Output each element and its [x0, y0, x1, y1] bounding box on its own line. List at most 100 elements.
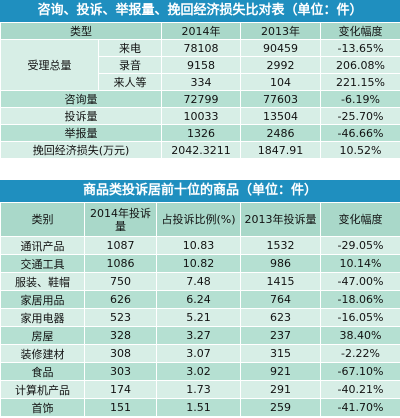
value-2013: 986 [240, 254, 321, 273]
value-2013: 2486 [240, 124, 321, 142]
value-2014: 1087 [84, 236, 157, 255]
value-change: -67.10% [320, 362, 400, 381]
table-row: 录音 9158 2992 206.08% [1, 56, 400, 74]
value-2014: 523 [84, 308, 157, 327]
value-change: 38.40% [320, 326, 400, 345]
value-2014: 1326 [161, 124, 241, 142]
value-ratio: 1.51 [156, 398, 241, 417]
value-2014: 328 [84, 326, 157, 345]
sub-label: 来人等 [98, 73, 162, 91]
header-change: 变化幅度 [320, 202, 400, 237]
value-2013: 291 [240, 380, 321, 399]
value-ratio: 1.73 [156, 380, 241, 399]
value-2014: 303 [84, 362, 157, 381]
header-2013: 2013年 [240, 22, 321, 40]
value-2014: 10033 [161, 107, 241, 125]
row-label: 咨询量 [0, 90, 162, 108]
category-label: 服装、鞋帽 [0, 272, 85, 291]
value-2013: 921 [240, 362, 321, 381]
value-2013: 1847.91 [240, 141, 321, 159]
value-change: -16.05% [320, 308, 400, 327]
value-2013: 623 [240, 308, 321, 327]
value-2013: 90459 [240, 39, 321, 57]
value-2014: 72799 [161, 90, 241, 108]
value-change: -18.06% [320, 290, 400, 309]
table-row: 通讯产品 1087 10.83 1532 -29.05% [0, 236, 400, 255]
value-change: -40.21% [320, 380, 400, 399]
value-2014: 174 [84, 380, 157, 399]
value-2014: 308 [84, 344, 157, 363]
value-2014: 9158 [161, 56, 241, 74]
table-row: 咨询量 72799 77603 -6.19% [0, 90, 400, 108]
value-ratio: 3.02 [156, 362, 241, 381]
table2-header-row: 类别 2014年投诉量 占投诉比例(%) 2013年投诉量 变化幅度 [0, 202, 400, 237]
header-2013: 2013年投诉量 [240, 202, 321, 237]
group-label-total: 受理总量 [0, 39, 99, 91]
value-ratio: 10.83 [156, 236, 241, 255]
value-2014: 151 [84, 398, 157, 417]
value-ratio: 6.24 [156, 290, 241, 309]
header-ratio: 占投诉比例(%) [156, 202, 241, 237]
sub-label: 录音 [98, 56, 162, 74]
row-label: 挽回经济损失(万元) [0, 141, 162, 159]
category-label: 食品 [0, 362, 85, 381]
top-ten-products-table: 类别 2014年投诉量 占投诉比例(%) 2013年投诉量 变化幅度 通讯产品 1… [0, 202, 400, 417]
complaint-comparison-table: 类型 2014年 2013年 变化幅度 受理总量 来电 78108 90459 … [0, 22, 400, 159]
value-2013: 315 [240, 344, 321, 363]
value-change: 206.08% [320, 56, 400, 74]
value-2013: 104 [240, 73, 321, 91]
value-change: -41.70% [320, 398, 400, 417]
value-2014: 2042.3211 [161, 141, 241, 159]
table1-header-row: 类型 2014年 2013年 变化幅度 [0, 22, 400, 40]
value-change: 10.14% [320, 254, 400, 273]
value-2013: 1532 [240, 236, 321, 255]
category-label: 交通工具 [0, 254, 85, 273]
table-row: 交通工具 1086 10.82 986 10.14% [0, 254, 400, 273]
value-change: 221.15% [320, 73, 400, 91]
table-row: 装修建材 308 3.07 315 -2.22% [0, 344, 400, 363]
value-change: -47.00% [320, 272, 400, 291]
value-2014: 626 [84, 290, 157, 309]
value-2013: 13504 [240, 107, 321, 125]
value-change: -13.65% [320, 39, 400, 57]
value-2013: 1415 [240, 272, 321, 291]
value-ratio: 10.82 [156, 254, 241, 273]
row-label: 举报量 [0, 124, 162, 142]
table-row: 举报量 1326 2486 -46.66% [0, 124, 400, 142]
category-label: 首饰 [0, 398, 85, 417]
value-2013: 764 [240, 290, 321, 309]
category-label: 装修建材 [0, 344, 85, 363]
value-change: 10.52% [320, 141, 400, 159]
table-row: 房屋 328 3.27 237 38.40% [0, 326, 400, 345]
table-row: 受理总量 来电 78108 90459 -13.65% [0, 39, 400, 91]
table-row: 家用电器 523 5.21 623 -16.05% [0, 308, 400, 327]
table-row: 食品 303 3.02 921 -67.10% [0, 362, 400, 381]
value-2013: 2992 [240, 56, 321, 74]
table2-body: 通讯产品 1087 10.83 1532 -29.05% 交通工具 1086 10.82 986… [0, 236, 400, 417]
header-change: 变化幅度 [320, 22, 400, 40]
value-ratio: 5.21 [156, 308, 241, 327]
value-2014: 750 [84, 272, 157, 291]
table-row: 挽回经济损失(万元) 2042.3211 1847.91 10.52% [0, 141, 400, 159]
value-ratio: 3.07 [156, 344, 241, 363]
header-type: 类型 [0, 22, 162, 40]
value-ratio: 7.48 [156, 272, 241, 291]
table-row: 投诉量 10033 13504 -25.70% [0, 107, 400, 125]
category-label: 房屋 [0, 326, 85, 345]
category-label: 计算机产品 [0, 380, 85, 399]
table1-title: 咨询、投诉、举报量、挽回经济损失比对表（单位：件） [0, 0, 400, 22]
value-change: -29.05% [320, 236, 400, 255]
value-change: -6.19% [320, 90, 400, 108]
header-category: 类别 [0, 202, 85, 237]
value-2013: 77603 [240, 90, 321, 108]
row-label: 投诉量 [0, 107, 162, 125]
value-change: -46.66% [320, 124, 400, 142]
value-2014: 334 [161, 73, 241, 91]
table2-title: 商品类投诉居前十位的商品（单位：件） [0, 180, 400, 202]
value-2013: 259 [240, 398, 321, 417]
table-row: 家居用品 626 6.24 764 -18.06% [0, 290, 400, 309]
value-ratio: 3.27 [156, 326, 241, 345]
sub-label: 来电 [98, 39, 162, 57]
value-change: -2.22% [320, 344, 400, 363]
